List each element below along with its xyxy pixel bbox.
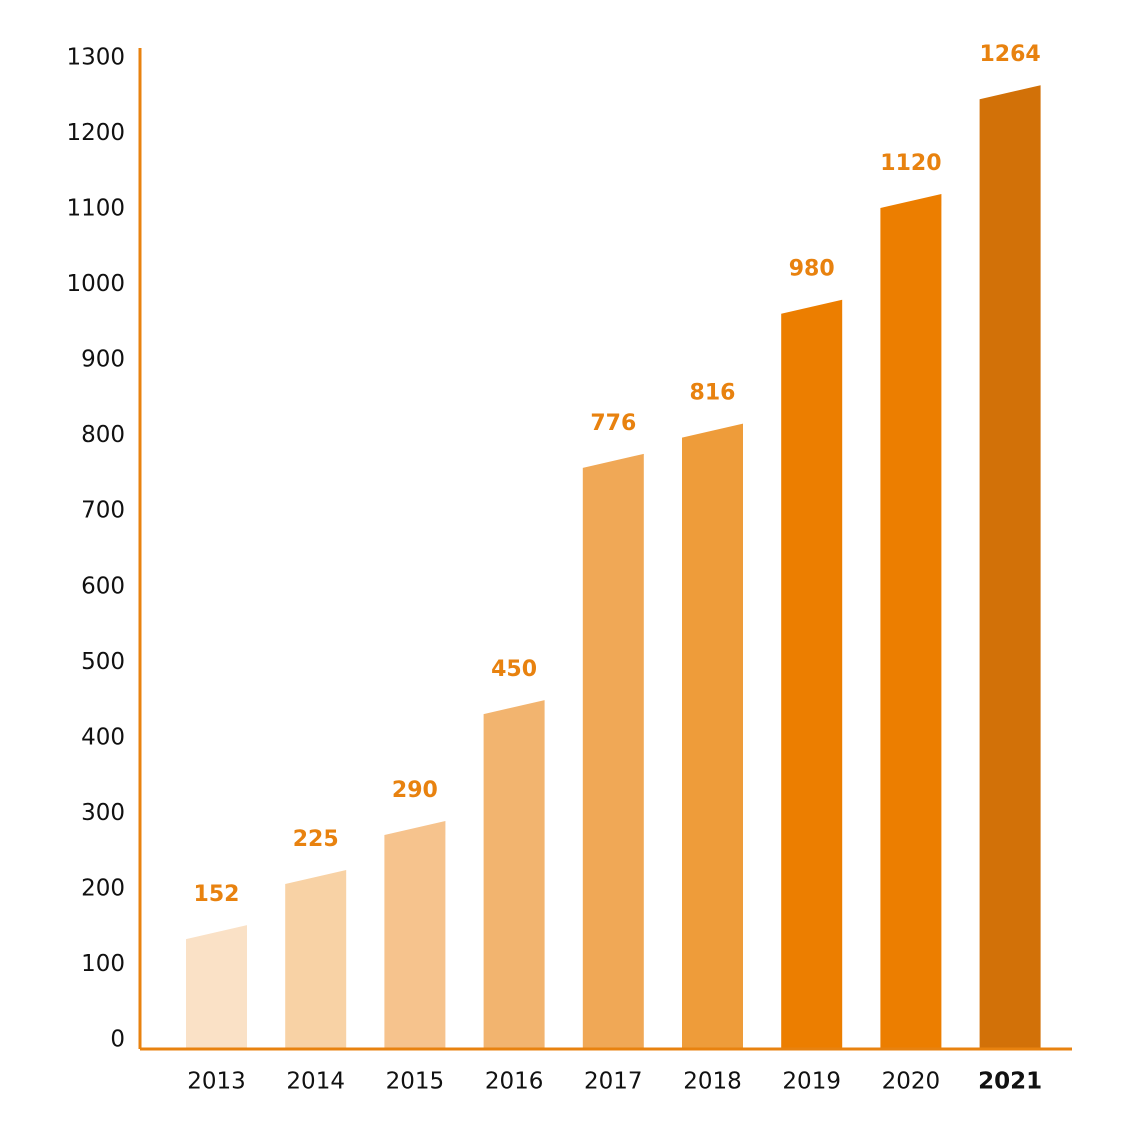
bar <box>285 870 347 1049</box>
y-tick-label: 1000 <box>66 271 125 297</box>
data-label: 290 <box>392 778 438 803</box>
bar <box>880 193 942 1049</box>
x-tick-label: 2021 <box>978 1069 1042 1095</box>
bars-layer <box>186 85 1041 1049</box>
bar <box>384 820 446 1049</box>
x-tick-label: 2018 <box>683 1069 742 1095</box>
y-tick-label: 300 <box>81 800 125 826</box>
x-tick-label: 2014 <box>286 1069 345 1095</box>
bar <box>682 423 743 1049</box>
bar <box>483 700 545 1049</box>
y-tick-label: 100 <box>81 951 125 977</box>
y-tick-label: 400 <box>81 724 125 750</box>
data-label: 450 <box>491 657 537 682</box>
data-label: 1264 <box>979 42 1040 67</box>
x-tick-label: 2015 <box>386 1069 445 1095</box>
x-tick-label: 2017 <box>584 1069 643 1095</box>
y-tick-label: 600 <box>81 573 125 599</box>
data-label: 1120 <box>880 151 941 176</box>
bar <box>186 925 247 1049</box>
x-tick-label: 2013 <box>187 1069 246 1095</box>
y-tick-label: 1100 <box>66 196 125 222</box>
data-label: 152 <box>194 882 240 907</box>
data-label: 225 <box>293 827 339 852</box>
data-label: 816 <box>690 381 736 406</box>
data-labels-layer: 152 225 290 450 776 816 980 1120 1264 <box>194 42 1041 907</box>
y-tick-label: 900 <box>81 347 125 373</box>
x-tick-label: 2020 <box>882 1069 941 1095</box>
bar <box>582 453 644 1049</box>
y-tick-label: 1300 <box>66 45 125 71</box>
bar <box>781 299 843 1049</box>
y-tick-label: 700 <box>81 498 125 524</box>
y-tick-label: 0 <box>110 1027 125 1053</box>
y-tick-label: 1200 <box>66 120 125 146</box>
y-tick-label: 500 <box>81 649 125 675</box>
x-tick-label: 2019 <box>782 1069 841 1095</box>
y-tick-label: 200 <box>81 875 125 901</box>
y-axis-ticks: 0 100 200 300 400 500 600 700 800 900 1000 1100 1200… <box>66 45 125 1053</box>
bar <box>979 85 1041 1049</box>
x-tick-label: 2016 <box>485 1069 544 1095</box>
data-label: 776 <box>590 411 636 436</box>
data-label: 980 <box>789 257 835 282</box>
y-tick-label: 800 <box>81 422 125 448</box>
x-axis-ticks: 2013 2014 2015 2016 2017 2018 2019 2020 2021 <box>187 1069 1042 1095</box>
